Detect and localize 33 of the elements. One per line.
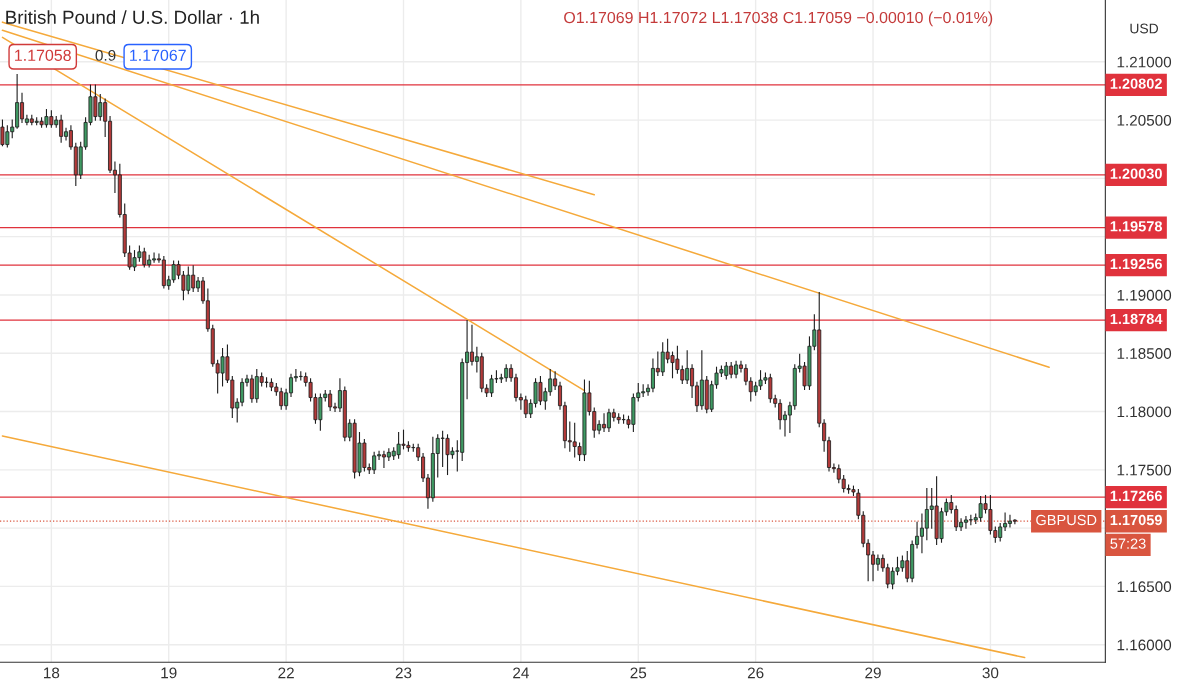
ref-line-label: 1.17266 bbox=[1110, 490, 1162, 502]
y-tick-label: 1.18500 bbox=[1117, 348, 1172, 359]
ref-line-label: 1.20802 bbox=[1110, 78, 1162, 89]
x-tick-label: 26 bbox=[747, 667, 764, 679]
x-tick-label: 22 bbox=[278, 667, 294, 679]
text: 57:23 bbox=[1110, 538, 1146, 549]
y-tick-label: 1.20500 bbox=[1117, 114, 1172, 126]
annotation: 1.17067 bbox=[130, 49, 186, 61]
annotation: 0.9 bbox=[95, 49, 116, 61]
candlestick bbox=[1012, 519, 1017, 525]
ref-line-label: 1.18784 bbox=[1110, 313, 1163, 325]
y-tick-label: 1.17500 bbox=[1117, 464, 1172, 476]
annotation: 1.17058 bbox=[15, 49, 71, 61]
y-tick-label: 1.16000 bbox=[1117, 639, 1172, 651]
y-axis-title: USD bbox=[1130, 23, 1159, 34]
x-tick-label: 29 bbox=[865, 667, 881, 679]
y-tick-label: 1.16500 bbox=[1117, 581, 1172, 593]
x-tick-label: 25 bbox=[630, 667, 647, 679]
text: O1.17069 H1.17072 L1.17038 C1.17059 −0.00010 (−0.01%) bbox=[564, 11, 993, 27]
x-tick-label: 24 bbox=[513, 667, 529, 679]
ref-line-label: 1.19256 bbox=[1110, 258, 1162, 270]
ref-line-label: 1.17059 bbox=[1110, 514, 1162, 526]
annotation: GBPUSD bbox=[1036, 514, 1097, 526]
y-tick-label: 1.18000 bbox=[1117, 406, 1172, 418]
chart-title: British Pound / U.S. Dollar · 1h bbox=[6, 10, 259, 24]
y-tick-label: 1.21000 bbox=[1117, 56, 1172, 68]
ref-line-label: 1.20030 bbox=[1110, 168, 1162, 179]
y-tick-label: 1.19000 bbox=[1117, 289, 1172, 301]
x-tick-label: 23 bbox=[395, 667, 412, 679]
ref-line-label: 1.19578 bbox=[1110, 221, 1163, 232]
x-tick-label: 19 bbox=[161, 667, 177, 679]
x-tick-label: 30 bbox=[982, 667, 999, 679]
x-tick-label: 18 bbox=[44, 667, 60, 679]
